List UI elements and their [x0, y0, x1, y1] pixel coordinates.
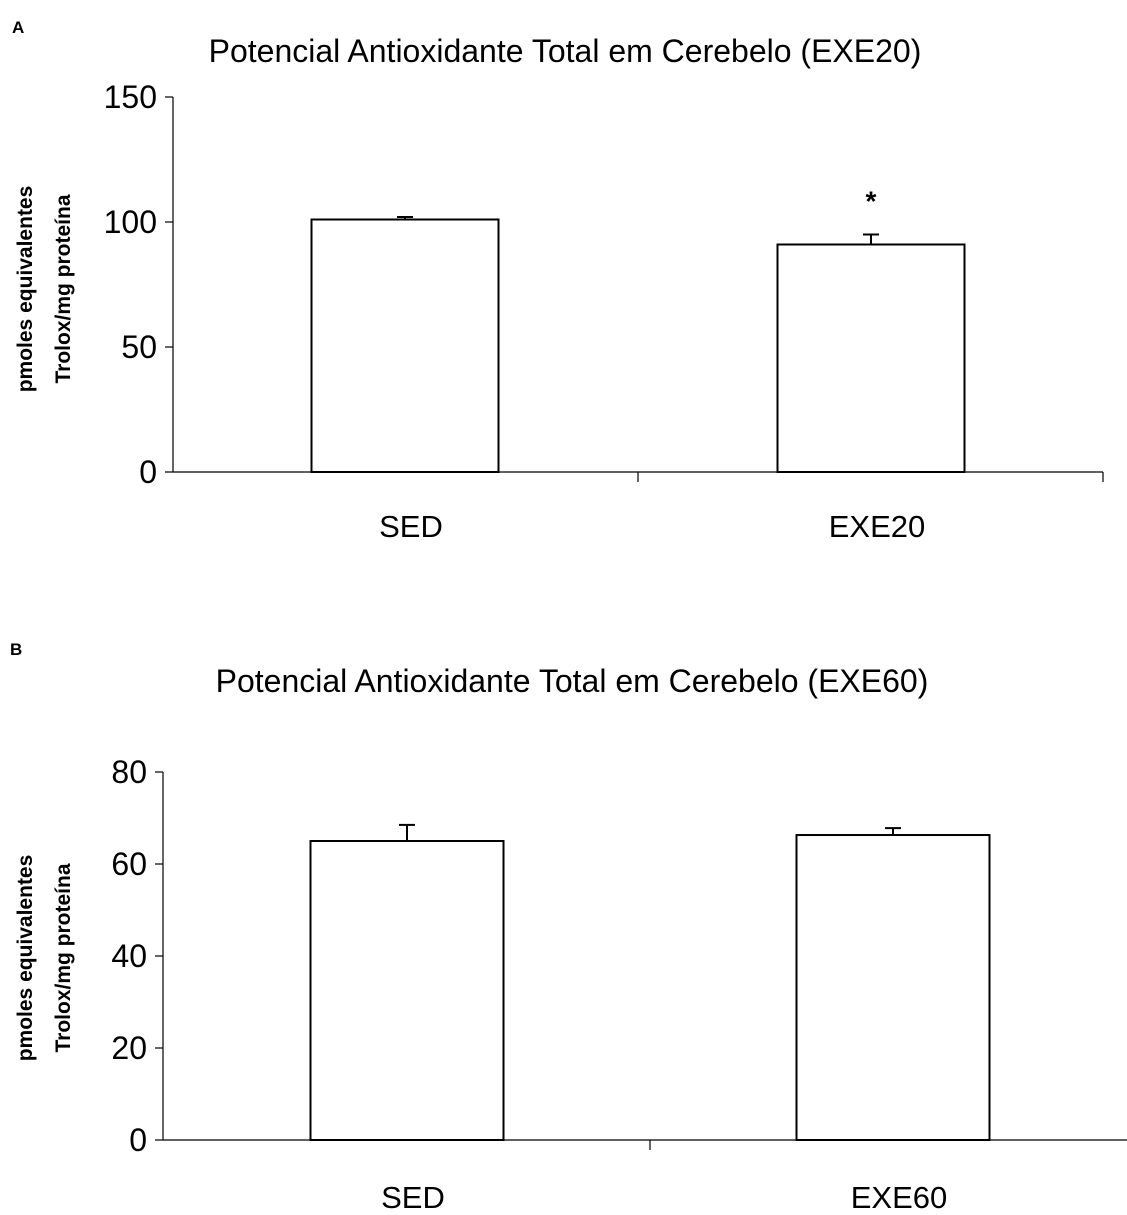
panel-letter: B: [10, 640, 22, 659]
x-category-label: EXE20: [829, 509, 926, 544]
y-axis-label: pmoles equivalentes: [14, 855, 37, 1062]
y-tick-label: 150: [104, 79, 157, 115]
bar: [310, 218, 500, 473]
x-category-label: SED: [379, 509, 443, 544]
panel-letter: A: [12, 18, 24, 37]
y-tick-label: 80: [111, 754, 147, 790]
bar: [776, 243, 966, 473]
bar: [795, 834, 991, 1142]
y-tick-label: 50: [121, 329, 157, 365]
bar: [309, 840, 505, 1141]
y-tick-label: 0: [139, 454, 157, 490]
y-tick-label: 20: [111, 1030, 147, 1066]
y-tick-label: 0: [129, 1122, 147, 1158]
y-tick-label: 100: [104, 204, 157, 240]
y-axis-label: Trolox/mg proteína: [52, 863, 75, 1052]
x-category-label: SED: [381, 1180, 445, 1215]
y-tick-label: 60: [111, 846, 147, 882]
x-category-label: EXE60: [851, 1180, 948, 1215]
chart-title: Potencial Antioxidante Total em Cerebelo…: [209, 33, 922, 69]
chart-title: Potencial Antioxidante Total em Cerebelo…: [216, 663, 929, 699]
significance-marker: *: [866, 186, 877, 217]
y-tick-label: 40: [111, 938, 147, 974]
y-axis-label: Trolox/mg proteína: [52, 194, 75, 383]
y-axis-label: pmoles equivalentes: [14, 186, 37, 393]
